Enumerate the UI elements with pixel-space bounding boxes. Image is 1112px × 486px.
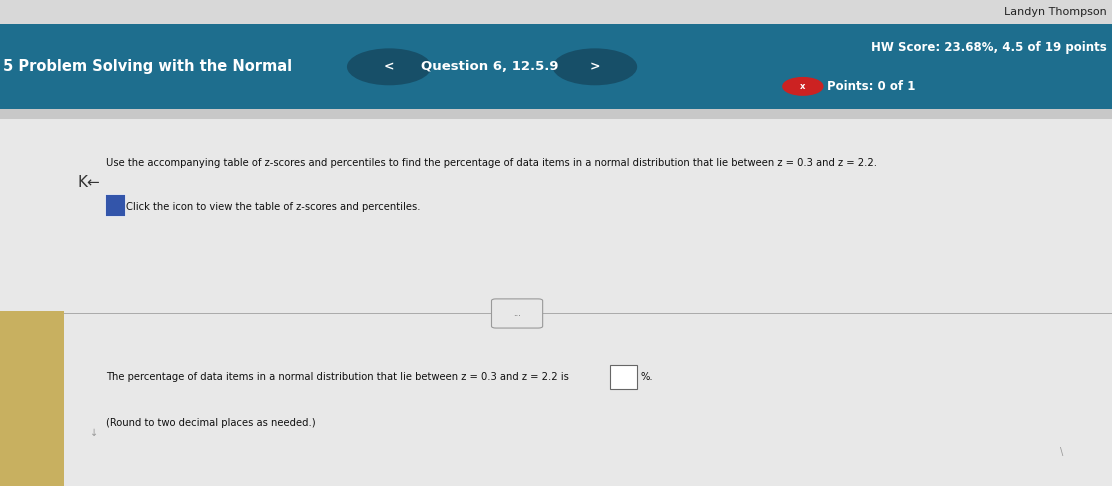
FancyBboxPatch shape: [0, 0, 1112, 24]
FancyBboxPatch shape: [0, 109, 1112, 119]
Text: ...: ...: [513, 309, 522, 318]
Text: Landyn Thompson: Landyn Thompson: [1004, 7, 1106, 17]
FancyBboxPatch shape: [0, 311, 64, 486]
FancyBboxPatch shape: [610, 365, 637, 389]
Text: HW Score: 23.68%, 4.5 of 19 points: HW Score: 23.68%, 4.5 of 19 points: [871, 41, 1106, 54]
Text: ↓: ↓: [90, 428, 99, 437]
Text: Use the accompanying table of z-scores and percentiles to find the percentage of: Use the accompanying table of z-scores a…: [106, 158, 876, 168]
Text: 5 Problem Solving with the Normal: 5 Problem Solving with the Normal: [3, 59, 292, 74]
Text: Question 6, 12.5.9: Question 6, 12.5.9: [420, 60, 558, 73]
FancyBboxPatch shape: [0, 119, 1112, 486]
Text: <: <: [384, 60, 395, 73]
Text: The percentage of data items in a normal distribution that lie between z = 0.3 a: The percentage of data items in a normal…: [106, 372, 568, 382]
Text: \: \: [1061, 447, 1063, 457]
Text: >: >: [589, 60, 600, 73]
FancyBboxPatch shape: [0, 24, 1112, 109]
Circle shape: [783, 78, 823, 95]
FancyBboxPatch shape: [105, 194, 125, 216]
Text: Points: 0 of 1: Points: 0 of 1: [827, 80, 915, 93]
Text: Click the icon to view the table of z-scores and percentiles.: Click the icon to view the table of z-sc…: [126, 202, 420, 211]
Text: K←: K←: [78, 175, 100, 190]
Text: (Round to two decimal places as needed.): (Round to two decimal places as needed.): [106, 418, 316, 428]
Text: x: x: [801, 82, 805, 91]
FancyBboxPatch shape: [492, 299, 543, 328]
Circle shape: [553, 49, 637, 86]
Text: %.: %.: [641, 372, 653, 382]
Circle shape: [347, 49, 431, 86]
